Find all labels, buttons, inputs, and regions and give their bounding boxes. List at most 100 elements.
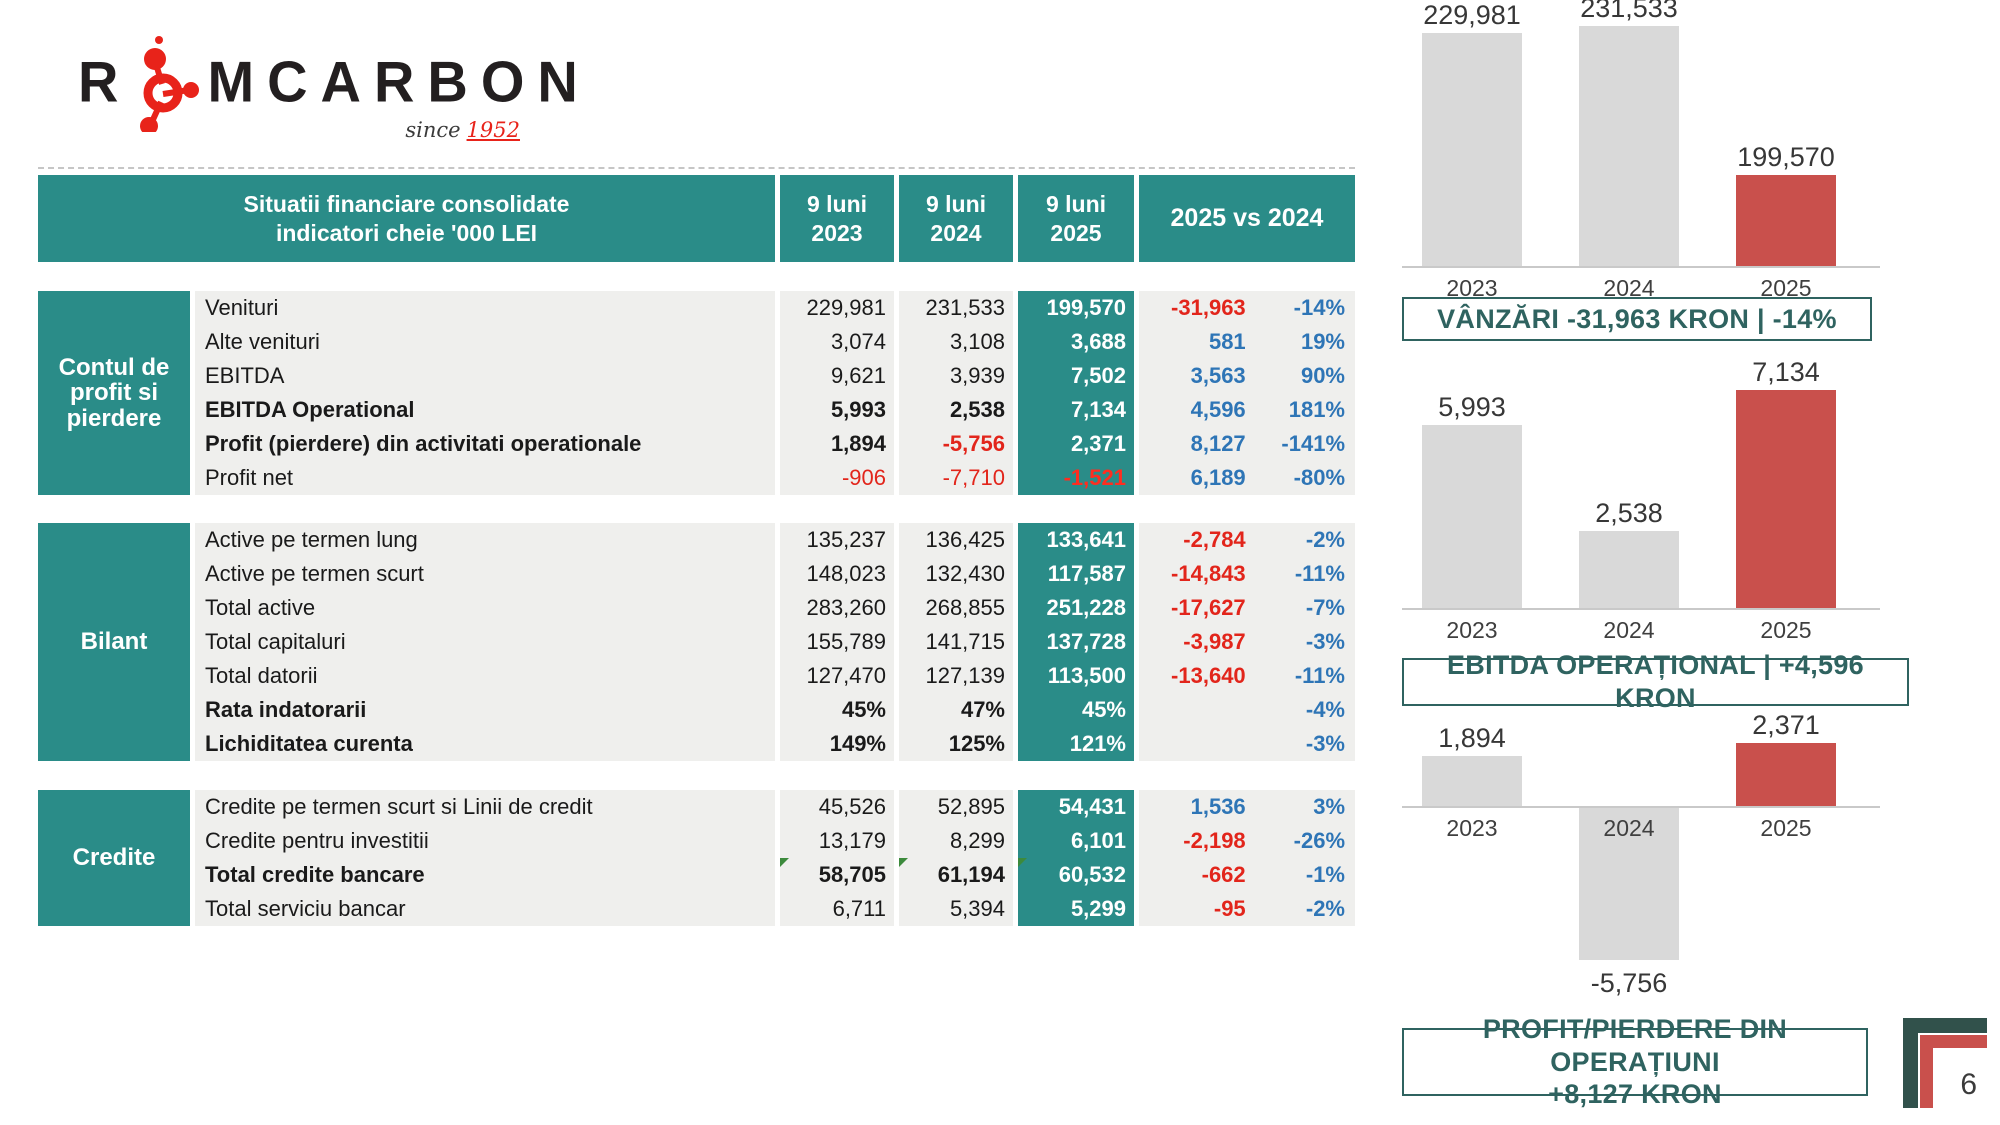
- pct-value: -80%: [1293, 465, 1345, 490]
- bar-2025: [1736, 390, 1836, 608]
- period-label: 9 luni: [925, 190, 987, 217]
- col-header-2023: 9 luni 2023: [780, 175, 894, 262]
- year-label: 2025: [1050, 219, 1102, 246]
- pct-value: -141%: [1281, 431, 1345, 456]
- value-2025: 2,371: [1018, 427, 1134, 461]
- group-label: Bilant: [38, 523, 190, 761]
- bar-value-label: 199,570: [1737, 142, 1835, 172]
- compare-cell: -95 -2%: [1139, 892, 1355, 926]
- value-2023: 45%: [780, 693, 894, 727]
- value-2024: 268,855: [899, 591, 1013, 625]
- row-label: Active pe termen lung: [195, 523, 775, 557]
- compare-cell: -3%: [1139, 727, 1355, 761]
- diff-value: -662: [1201, 862, 1246, 887]
- value-2023: 45,526: [780, 790, 894, 824]
- cell-note-marker: [780, 858, 789, 867]
- row-label: EBITDA Operational: [195, 393, 775, 427]
- value-2023: 6,711: [780, 892, 894, 926]
- value-2025: 133,641: [1018, 523, 1134, 557]
- value-2023: 13,179: [780, 824, 894, 858]
- pct-value: -2%: [1305, 527, 1345, 552]
- compare-cell: -662 -1%: [1139, 858, 1355, 892]
- diff-value: -2,198: [1183, 828, 1246, 853]
- value-2024: 61,194: [899, 858, 1013, 892]
- row-label: Profit (pierdere) din activitati operati…: [195, 427, 775, 461]
- value-2025: 7,134: [1018, 393, 1134, 427]
- bar-2023: [1422, 756, 1522, 806]
- table-title-line2: indicatori cheie '000 LEI: [275, 219, 538, 246]
- value-2025: -1,521: [1018, 461, 1134, 495]
- mini-chart-2: 5,993 2023 2,538 2024 7,134 2025 EBITDA OPERAȚ…: [1400, 350, 1920, 735]
- logo-text-r: R: [78, 49, 132, 114]
- pct-value: -4%: [1305, 697, 1345, 722]
- table-block-2: Bilant Active pe termen lung 135,237 136,42…: [38, 523, 1355, 761]
- row-label: Total datorii: [195, 659, 775, 693]
- table-title-line1: Situatii financiare consolidate: [243, 190, 570, 217]
- page-number: 6: [1960, 1068, 1977, 1101]
- row-label: Total capitaluri: [195, 625, 775, 659]
- compare-cell: 6,189 -80%: [1139, 461, 1355, 495]
- diff-value: 3,563: [1190, 363, 1246, 388]
- table-header-row: Situatii financiare consolidate indicato…: [38, 175, 1355, 262]
- group-label: Credite: [38, 790, 190, 926]
- value-2023: 58,705: [780, 858, 894, 892]
- group-label: Contul de profit si pierdere: [38, 291, 190, 495]
- compare-cell: -14,843 -11%: [1139, 557, 1355, 591]
- category-label: 2025: [1760, 815, 1812, 841]
- since-label: since: [405, 118, 461, 142]
- row-label: Active pe termen scurt: [195, 557, 775, 591]
- category-label: 2023: [1446, 617, 1498, 643]
- bar-value-label: 1,894: [1438, 723, 1506, 753]
- chart-caption: PROFIT/PIERDERE DIN OPERAȚIUNI +8,127 KRO…: [1402, 1014, 1868, 1109]
- value-2024: 47%: [899, 693, 1013, 727]
- compare-cell: 8,127 -141%: [1139, 427, 1355, 461]
- value-2025: 251,228: [1018, 591, 1134, 625]
- corner-dark-bar: [1903, 1018, 1987, 1033]
- caption-line: VÂNZĂRI -31,963 KRON | -14%: [1437, 303, 1837, 334]
- period-label: 9 luni: [1045, 190, 1107, 217]
- bar-value-label: 231,533: [1580, 0, 1678, 23]
- diff-value: 581: [1208, 329, 1246, 354]
- bar-2025: [1736, 743, 1836, 806]
- row-label: Credite pe termen scurt si Linii de cred…: [195, 790, 775, 824]
- value-2023: 229,981: [780, 291, 894, 325]
- corner-red-bar: [1920, 1035, 1933, 1108]
- value-2025: 7,502: [1018, 359, 1134, 393]
- value-2025: 5,299: [1018, 892, 1134, 926]
- row-label: Credite pentru investitii: [195, 824, 775, 858]
- molecule-icon: [140, 36, 200, 132]
- chart-caption: VÂNZĂRI -31,963 KRON | -14%: [1402, 297, 1872, 341]
- compare-cell: 4,596 181%: [1139, 393, 1355, 427]
- value-2024: 3,108: [899, 325, 1013, 359]
- col-header-compare: 2025 vs 2024: [1139, 175, 1355, 262]
- compare-label: 2025 vs 2024: [1170, 203, 1324, 232]
- charts-column: 229,981 2023 231,533 2024 199,570 2025 VÂNZĂRI…: [1400, 0, 1920, 1125]
- diff-value: [1139, 727, 1252, 761]
- compare-cell: 581 19%: [1139, 325, 1355, 359]
- compare-cell: -4%: [1139, 693, 1355, 727]
- compare-cell: -13,640 -11%: [1139, 659, 1355, 693]
- compare-cell: -3,987 -3%: [1139, 625, 1355, 659]
- value-2023: 5,993: [780, 393, 894, 427]
- value-2023: 283,260: [780, 591, 894, 625]
- value-2023: 1,894: [780, 427, 894, 461]
- row-label: EBITDA: [195, 359, 775, 393]
- chart-axis-line: [1402, 266, 1880, 268]
- value-2025: 137,728: [1018, 625, 1134, 659]
- value-2024: 52,895: [899, 790, 1013, 824]
- diff-value: [1139, 693, 1252, 727]
- compare-cell: 1,536 3%: [1139, 790, 1355, 824]
- bar-2023: [1422, 425, 1522, 608]
- cell-note-marker: [1018, 858, 1027, 867]
- table-block-3: Credite Credite pe termen scurt si Linii …: [38, 790, 1355, 926]
- table-block-1: Contul de profit si pierdere Venituri 229,…: [38, 291, 1355, 495]
- col-header-2024: 9 luni 2024: [899, 175, 1013, 262]
- logo-text-mcarbon: MCARBON: [207, 49, 591, 114]
- diff-value: -3,987: [1183, 629, 1246, 654]
- value-2025: 54,431: [1018, 790, 1134, 824]
- value-2024: 231,533: [899, 291, 1013, 325]
- value-2024: -5,756: [899, 427, 1013, 461]
- pct-value: -3%: [1305, 629, 1345, 654]
- compare-cell: 3,563 90%: [1139, 359, 1355, 393]
- value-2025: 6,101: [1018, 824, 1134, 858]
